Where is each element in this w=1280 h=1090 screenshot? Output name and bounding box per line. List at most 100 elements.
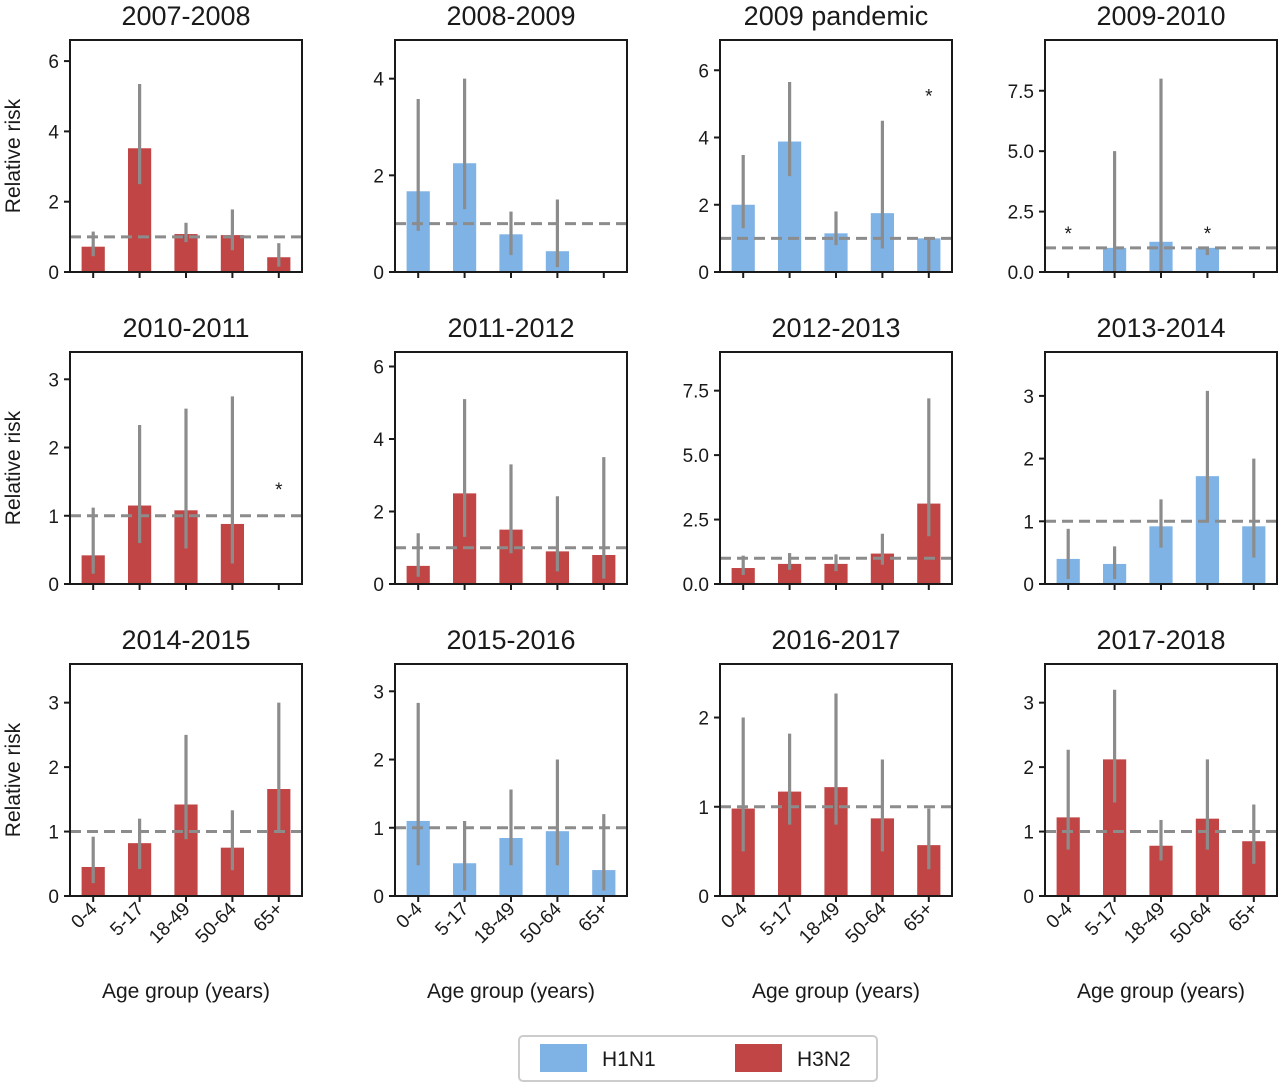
panel-2009-2010: 2009-2010 * * 0.0 2.5 5.0 7.5 [1008, 1, 1278, 284]
panel-title: 2011-2012 [447, 313, 574, 343]
y-tick-label: 0 [1023, 887, 1034, 908]
bar-5-17 [128, 843, 152, 896]
panel-2011-2012: 2011-2012 0 2 4 6 [373, 313, 628, 596]
y-tick-label: 0 [48, 263, 59, 284]
y-tick-label: 2 [698, 709, 709, 730]
bar-50-64 [1195, 476, 1219, 584]
legend: H1N1 H3N2 [518, 1035, 878, 1082]
y-tick-label: 5.0 [683, 446, 709, 467]
y-tick-label: 2 [1023, 450, 1034, 471]
y-tick-label: 0.0 [1008, 263, 1034, 284]
bar-50-64 [1195, 247, 1219, 272]
legend-swatch-H3N2 [735, 1044, 782, 1072]
y-tick-label: 3 [373, 682, 384, 703]
x-tick-label: 5-17 [106, 899, 148, 941]
panel-title: 2008-2009 [446, 1, 575, 31]
x-tick-label: 18-49 [470, 899, 519, 948]
panel-2012-2013: 2012-2013 0.0 2.5 5.0 7.5 [683, 313, 953, 596]
y-axis-label: Relative risk [2, 98, 25, 213]
y-tick-label: 5.0 [1008, 142, 1034, 163]
y-tick-label: 0 [373, 575, 384, 596]
legend-label-H3N2: H3N2 [797, 1048, 851, 1071]
bar-0-4 [406, 191, 430, 272]
y-tick-label: 0 [48, 887, 59, 908]
bar-50-64 [870, 553, 894, 584]
bar-18-49 [1149, 526, 1173, 584]
bar-0-4 [81, 246, 105, 272]
y-tick-label: 3 [1023, 694, 1034, 715]
bar-18-49 [824, 233, 848, 272]
panel-2007-2008: 2007-2008 0 2 4 6 Relative risk [2, 1, 303, 284]
y-tick-label: 7.5 [1008, 82, 1034, 103]
bar-50-64 [870, 818, 894, 896]
y-tick-label: 3 [48, 370, 59, 391]
y-tick-label: 1 [1023, 823, 1034, 844]
y-tick-label: 0 [698, 263, 709, 284]
x-tick-label: 65+ [900, 899, 938, 937]
y-tick-label: 0 [373, 887, 384, 908]
y-tick-label: 0 [373, 263, 384, 284]
x-tick-label: 50-64 [1167, 898, 1217, 948]
x-tick-label: 18-49 [1120, 899, 1169, 948]
y-tick-label: 3 [48, 694, 59, 715]
y-tick-label: 2 [373, 751, 384, 772]
x-tick-label: 0-4 [67, 898, 102, 933]
legend-box [518, 1035, 878, 1082]
bar-18-49 [499, 838, 523, 896]
x-tick-label: 50-64 [517, 898, 567, 948]
y-tick-label: 6 [373, 358, 384, 379]
bar-0-4 [731, 808, 755, 896]
y-tick-label: 2 [48, 193, 59, 214]
y-tick-label: 6 [48, 52, 59, 73]
bar-65+ [267, 789, 291, 896]
panel-title: 2013-2014 [1096, 313, 1225, 343]
bar-0-4 [1056, 817, 1080, 896]
y-tick-label: 0 [698, 887, 709, 908]
y-tick-label: 2 [48, 439, 59, 460]
panel-title: 2009 pandemic [744, 1, 929, 31]
y-tick-label: 4 [373, 70, 384, 91]
y-tick-label: 2 [373, 503, 384, 524]
bar-5-17 [778, 791, 802, 896]
y-tick-label: 1 [698, 798, 709, 819]
y-tick-label: 2 [698, 196, 709, 217]
panel-2010-2011: 2010-2011 * 0 1 2 3 Relative risk [2, 313, 303, 596]
x-axis-label: Age group (years) [1077, 980, 1245, 1003]
y-axis-label: Relative risk [2, 410, 25, 525]
significance-asterisk: * [1064, 224, 1072, 245]
bar-5-17 [1103, 759, 1127, 896]
y-tick-label: 4 [698, 129, 709, 150]
bar-5-17 [778, 563, 802, 584]
y-axis-label: Relative risk [2, 722, 25, 837]
y-tick-label: 0 [1023, 575, 1034, 596]
significance-asterisk: * [275, 480, 283, 501]
bar-65+ [1242, 841, 1266, 896]
y-tick-label: 2 [48, 758, 59, 779]
x-tick-label: 0-4 [392, 898, 427, 933]
bar-50-64 [1195, 818, 1219, 896]
bar-5-17 [453, 493, 477, 584]
x-tick-label: 0-4 [1042, 898, 1077, 933]
x-tick-label: 65+ [1225, 899, 1263, 937]
panel-2013-2014: 2013-2014 0 1 2 3 [1023, 313, 1278, 596]
panel-title: 2016-2017 [771, 625, 900, 655]
x-tick-label: 0-4 [717, 898, 752, 933]
bar-18-49 [824, 563, 848, 584]
panel-title: 2017-2018 [1096, 625, 1225, 655]
x-tick-label: 18-49 [795, 899, 844, 948]
y-tick-label: 0 [48, 575, 59, 596]
bar-65+ [917, 845, 941, 896]
bar-18-49 [174, 234, 198, 272]
y-tick-label: 0.0 [683, 575, 709, 596]
bar-5-17 [128, 148, 152, 272]
x-axis-label: Age group (years) [427, 980, 595, 1003]
y-tick-label: 4 [48, 122, 59, 143]
significance-asterisk: * [925, 87, 933, 108]
x-tick-label: 5-17 [1081, 899, 1123, 941]
legend-label-H1N1: H1N1 [602, 1048, 656, 1071]
